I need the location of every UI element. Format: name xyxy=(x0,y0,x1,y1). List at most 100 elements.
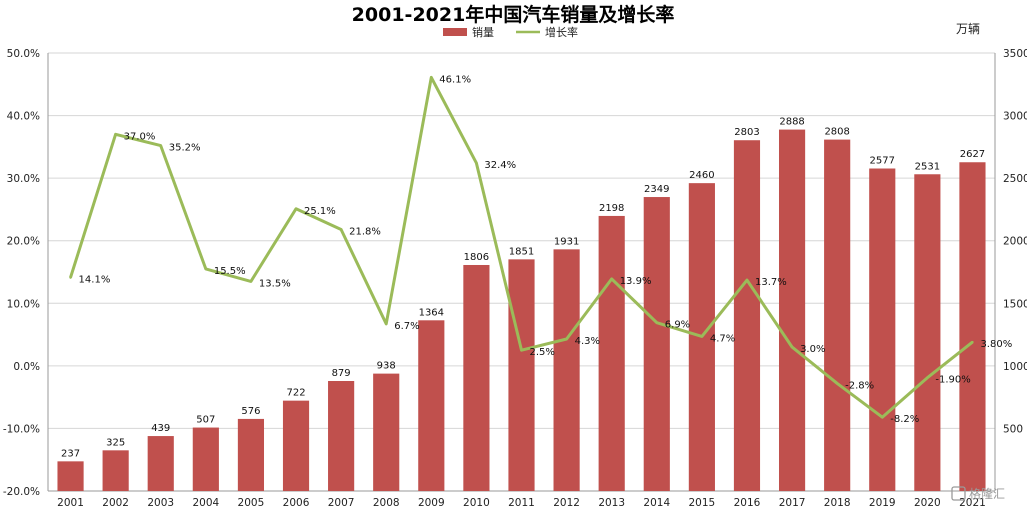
growth-data-label: 4.7% xyxy=(710,333,735,344)
x-tick-label: 2016 xyxy=(734,497,761,509)
sales-data-label: 2803 xyxy=(734,127,759,138)
sales-data-label: 2349 xyxy=(644,184,669,195)
sales-data-label: 2531 xyxy=(915,161,940,172)
x-tick-label: 2021 xyxy=(959,497,986,509)
sales-data-label: 2460 xyxy=(689,170,714,181)
y-left-tick-label: 40.0% xyxy=(7,111,40,123)
y-left-tick-label: 10.0% xyxy=(7,298,40,310)
sales-bar xyxy=(643,197,670,491)
sales-data-label: 1364 xyxy=(419,307,444,318)
growth-point xyxy=(610,277,613,281)
growth-data-label: 21.8% xyxy=(349,226,381,237)
growth-point xyxy=(475,161,478,165)
x-tick-label: 2004 xyxy=(192,497,219,509)
growth-point xyxy=(339,228,343,231)
y-right-tick-label: 1500 xyxy=(1003,298,1027,310)
growth-point xyxy=(114,133,117,136)
sales-data-label: 2577 xyxy=(870,156,895,167)
sales-data-label: 879 xyxy=(332,368,351,379)
sales-data-label: 507 xyxy=(196,415,215,426)
growth-point xyxy=(835,382,839,385)
sales-bar xyxy=(553,249,580,491)
growth-data-label: 46.1% xyxy=(439,74,471,85)
sales-bar xyxy=(328,380,355,491)
growth-point xyxy=(971,340,974,344)
growth-point xyxy=(249,280,253,283)
growth-point xyxy=(159,144,162,147)
x-tick-label: 2013 xyxy=(598,497,625,509)
sales-data-label: 2888 xyxy=(779,117,804,128)
sales-bar xyxy=(598,215,625,491)
watermark: 格隆汇 xyxy=(951,486,1005,501)
x-tick-label: 2011 xyxy=(508,497,535,509)
sales-bar xyxy=(147,436,174,491)
growth-data-label: 35.2% xyxy=(169,143,201,154)
y-right-tick-label: 3500 xyxy=(1003,48,1027,60)
growth-point xyxy=(520,349,523,352)
sales-bar xyxy=(237,418,265,491)
growth-data-label: 13.9% xyxy=(620,276,652,287)
sales-data-label: 1931 xyxy=(554,236,579,247)
growth-point xyxy=(700,335,704,338)
x-tick-label: 2020 xyxy=(914,497,941,509)
growth-data-label: -2.8% xyxy=(845,380,874,391)
y-right-tick-label: 1000 xyxy=(1003,361,1027,373)
sales-bar xyxy=(373,373,400,491)
growth-data-label: 14.1% xyxy=(79,275,111,286)
growth-point xyxy=(881,415,884,419)
y-right-tick-label: 3000 xyxy=(1003,111,1027,123)
y-left-tick-label: -20.0% xyxy=(3,486,40,498)
growth-data-label: 32.4% xyxy=(484,160,516,171)
growth-data-label: 6.7% xyxy=(394,321,419,332)
growth-data-label: 25.1% xyxy=(304,206,336,217)
sales-data-label: 2808 xyxy=(824,127,849,138)
growth-data-label: 13.5% xyxy=(259,278,291,289)
y-left-tick-label: 30.0% xyxy=(7,173,40,185)
x-tick-label: 2001 xyxy=(57,497,84,509)
sales-bar xyxy=(463,264,490,491)
legend-label-growth: 增长率 xyxy=(545,25,578,39)
x-tick-label: 2012 xyxy=(553,497,580,509)
x-tick-label: 2018 xyxy=(824,497,851,509)
growth-point xyxy=(745,278,749,282)
watermark-logo-icon xyxy=(951,486,966,501)
sales-data-label: 1806 xyxy=(464,252,489,263)
sales-data-label: 722 xyxy=(286,388,305,399)
y-left-tick-label: 50.0% xyxy=(7,48,40,60)
x-tick-label: 2019 xyxy=(869,497,896,509)
growth-point xyxy=(926,376,929,379)
y-right-tick-label: 2000 xyxy=(1003,236,1027,248)
x-tick-label: 2005 xyxy=(238,497,265,509)
sales-data-label: 237 xyxy=(61,448,80,459)
growth-data-label: 3.0% xyxy=(800,344,825,355)
growth-point xyxy=(790,345,794,349)
axes: -20.0% -10.0% 0.0% 10.0% 20.0% 30.0% 40.0% 50.0… xyxy=(3,48,1027,509)
x-tick-label: 2014 xyxy=(643,497,670,509)
x-tick-label: 2008 xyxy=(373,497,400,509)
y-right-tick-label: 500 xyxy=(1003,423,1023,435)
growth-point xyxy=(565,337,568,341)
sales-bar xyxy=(57,461,84,491)
watermark-text: 格隆汇 xyxy=(969,486,1005,501)
sales-bar xyxy=(733,140,761,491)
sales-data-label: 576 xyxy=(241,406,260,417)
x-tick-label: 2007 xyxy=(328,497,355,509)
sales-data-label: 2627 xyxy=(960,149,985,160)
growth-line xyxy=(69,75,974,419)
growth-data-label: -8.2% xyxy=(890,414,919,425)
growth-point xyxy=(69,276,72,279)
y-left-tick-label: -10.0% xyxy=(3,423,40,435)
x-tick-label: 2002 xyxy=(102,497,129,509)
sales-data-label: 938 xyxy=(377,361,396,372)
sales-bar xyxy=(914,174,941,491)
unit-label: 万辆 xyxy=(956,22,980,36)
sales-bar xyxy=(418,320,445,491)
sales-data-label: 1851 xyxy=(509,246,534,257)
y-right-tick-label: 2500 xyxy=(1003,173,1027,185)
x-tick-label: 2017 xyxy=(779,497,806,509)
legend-swatch-sales xyxy=(443,28,467,36)
sales-bar xyxy=(959,162,986,492)
growth-point xyxy=(204,267,208,271)
growth-data-label: 6.9% xyxy=(665,320,690,331)
